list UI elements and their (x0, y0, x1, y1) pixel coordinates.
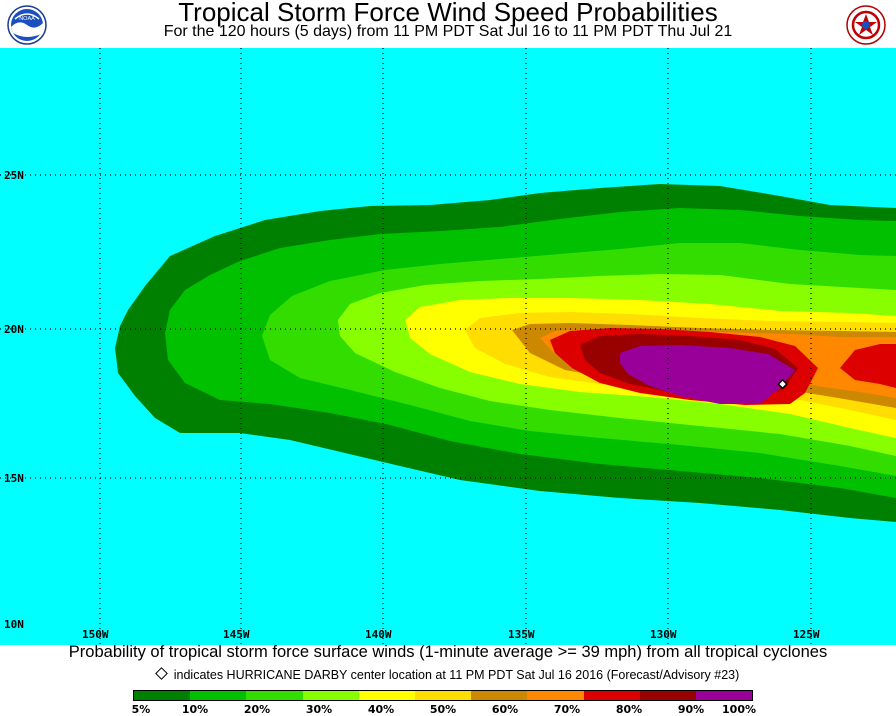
colorbar-tick-label: 60% (491, 703, 519, 716)
header: Tropical Storm Force Wind Speed Probabil… (0, 0, 896, 48)
colorbar-swatch (414, 691, 472, 700)
colorbar-tick-label: 70% (553, 703, 581, 716)
colorbar-tick-label: 90% (677, 703, 705, 716)
colorbar-tick-label: 80% (615, 703, 643, 716)
svg-text:NOAA: NOAA (19, 16, 35, 22)
colorbar-tick-label: 20% (243, 703, 271, 716)
map-title: Tropical Storm Force Wind Speed Probabil… (178, 0, 718, 27)
map-caption: Probability of tropical storm force surf… (68, 643, 828, 661)
colorbar-swatch (639, 691, 696, 700)
colorbar-swatch (134, 691, 191, 700)
colorbar-swatch (471, 691, 528, 700)
colorbar-tick-label: 50% (429, 703, 457, 716)
lat-label-10n: 10N (4, 618, 24, 631)
map-subtitle: For the 120 hours (5 days) from 11 PM PD… (163, 23, 733, 40)
colorbar-tick-label: 30% (305, 703, 333, 716)
storm-legend-text: indicates HURRICANE DARBY center locatio… (173, 668, 740, 682)
lon-label-125w: 125W (793, 628, 820, 641)
colorbar-tick-label: 100% (722, 703, 756, 716)
probability-colorbar (133, 690, 753, 701)
contour-100pct (620, 345, 795, 404)
colorbar-swatch (246, 691, 303, 700)
colorbar-swatch (695, 691, 753, 700)
lon-label-135w: 135W (508, 628, 535, 641)
diamond-marker-icon (154, 667, 168, 680)
contour-80pct-east (840, 344, 896, 388)
colorbar-swatch (190, 691, 247, 700)
colorbar-swatch (583, 691, 640, 700)
storm-legend-note: indicates HURRICANE DARBY center locatio… (0, 667, 896, 682)
noaa-logo-icon: NOAA (7, 5, 47, 45)
storm-center-marker-icon (777, 378, 788, 390)
colorbar-swatch (527, 691, 584, 700)
lon-label-150w: 150W (82, 628, 109, 641)
nws-logo-icon (846, 5, 886, 45)
lat-label-25n: 25N (4, 169, 24, 182)
map-canvas: 25N 20N 15N 10N 150W 145W 140W 135W 130W… (0, 48, 896, 645)
probability-map: 25N 20N 15N 10N 150W 145W 140W 135W 130W… (0, 48, 896, 645)
lat-label-20n: 20N (4, 323, 24, 336)
colorbar-swatch (358, 691, 415, 700)
lon-label-130w: 130W (650, 628, 677, 641)
lon-label-140w: 140W (365, 628, 392, 641)
colorbar-swatch (302, 691, 359, 700)
colorbar-tick-label: 40% (367, 703, 395, 716)
colorbar-tick-label: 10% (181, 703, 209, 716)
colorbar-tick-label: 5% (131, 703, 151, 716)
probability-contours (115, 184, 896, 522)
lat-label-15n: 15N (4, 472, 24, 485)
lon-label-145w: 145W (223, 628, 250, 641)
